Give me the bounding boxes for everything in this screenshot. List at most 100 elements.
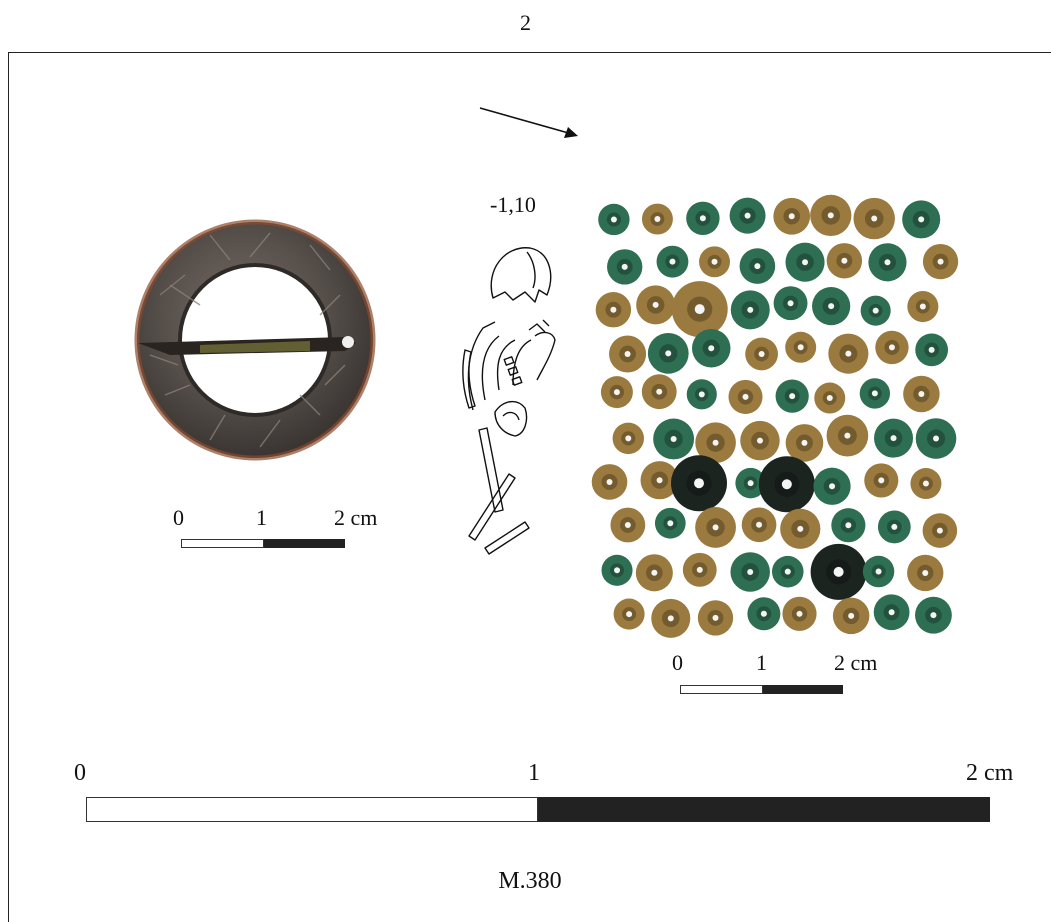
bead <box>640 461 679 500</box>
bead <box>654 507 686 539</box>
bead <box>647 332 689 374</box>
bead <box>915 596 952 634</box>
bead <box>699 246 730 278</box>
bead <box>902 200 941 239</box>
main-scale-two: 2 cm <box>966 760 1014 786</box>
bead <box>695 507 736 548</box>
bead <box>686 201 720 235</box>
grave-depth: -1,10 <box>490 192 536 217</box>
bead <box>810 194 852 237</box>
brooch-scale-one: 1 <box>256 505 267 530</box>
main-scale-white-segment <box>86 797 538 822</box>
brooch-scale-white-segment <box>181 539 264 548</box>
beads-scale-one: 1 <box>756 650 767 675</box>
bead <box>671 455 728 512</box>
bead <box>636 285 676 325</box>
bead <box>859 378 891 409</box>
main-scale-zero: 0 <box>74 760 86 786</box>
bead <box>775 379 809 413</box>
bead <box>813 467 851 505</box>
bead <box>814 382 846 414</box>
plate-frame <box>8 52 1051 922</box>
beads-scale-two: 2 cm <box>834 650 878 675</box>
bead <box>922 243 959 280</box>
grave-skeleton-drawing <box>462 247 556 555</box>
bead <box>656 245 689 278</box>
bead <box>607 249 643 285</box>
brooch-scale-two: 2 cm <box>334 505 378 530</box>
bead <box>600 376 633 409</box>
bead <box>874 418 914 458</box>
bead <box>812 287 851 326</box>
bead <box>651 598 691 638</box>
bead <box>729 197 766 234</box>
bead <box>692 328 731 368</box>
bead <box>730 290 770 330</box>
bead <box>613 598 645 630</box>
bead <box>773 286 808 321</box>
brooch-scale-black-segment <box>264 539 345 548</box>
bead <box>741 507 777 543</box>
bead <box>641 203 673 235</box>
bead <box>745 337 778 371</box>
bead <box>903 375 940 413</box>
bead <box>915 333 949 367</box>
bead <box>868 243 907 282</box>
bead <box>601 554 633 586</box>
brooch-scale-zero: 0 <box>173 505 184 530</box>
main-scale-black-segment <box>538 797 990 822</box>
bead <box>907 290 939 323</box>
bead <box>758 456 815 513</box>
bead <box>697 600 734 636</box>
bead <box>595 292 632 328</box>
bead <box>828 333 869 374</box>
bead <box>686 379 717 410</box>
bead <box>695 422 736 464</box>
bead <box>826 414 869 457</box>
bead <box>609 335 647 373</box>
bead <box>877 510 911 544</box>
bead <box>771 555 804 588</box>
bead <box>598 203 630 236</box>
main-scale-one: 1 <box>528 760 540 786</box>
bead <box>831 508 866 543</box>
bead <box>875 330 909 365</box>
beads-scale-zero: 0 <box>672 650 683 675</box>
bead <box>653 418 695 460</box>
bead <box>610 507 646 543</box>
bead <box>832 597 870 635</box>
bead <box>860 295 891 326</box>
bead <box>782 596 817 631</box>
bead <box>785 331 817 363</box>
bead <box>735 467 766 499</box>
bead <box>873 594 910 631</box>
bead <box>671 281 728 338</box>
bead <box>730 552 770 592</box>
north-arrow-icon <box>479 107 578 138</box>
bead <box>785 424 824 462</box>
bead <box>612 422 645 455</box>
beads-scale-white-segment <box>680 685 763 694</box>
bead <box>773 197 811 235</box>
brooch-image <box>134 219 376 461</box>
bead <box>810 543 867 600</box>
bead <box>785 242 825 282</box>
bead <box>641 374 677 410</box>
bead <box>907 554 944 592</box>
bead <box>862 555 895 588</box>
grave-id-label: M.380 <box>498 868 562 894</box>
beads-scale-black-segment <box>763 685 843 694</box>
bead <box>728 379 763 414</box>
bead <box>864 463 899 498</box>
bead <box>826 243 863 279</box>
bead <box>910 468 942 500</box>
bead <box>915 418 957 459</box>
bead <box>780 508 821 549</box>
bead-necklace-image <box>591 194 959 638</box>
plate-number: 2 <box>520 10 531 35</box>
bead <box>853 197 895 240</box>
bead <box>740 420 780 461</box>
bead <box>747 597 781 631</box>
bead <box>682 552 717 587</box>
bead <box>922 513 958 548</box>
